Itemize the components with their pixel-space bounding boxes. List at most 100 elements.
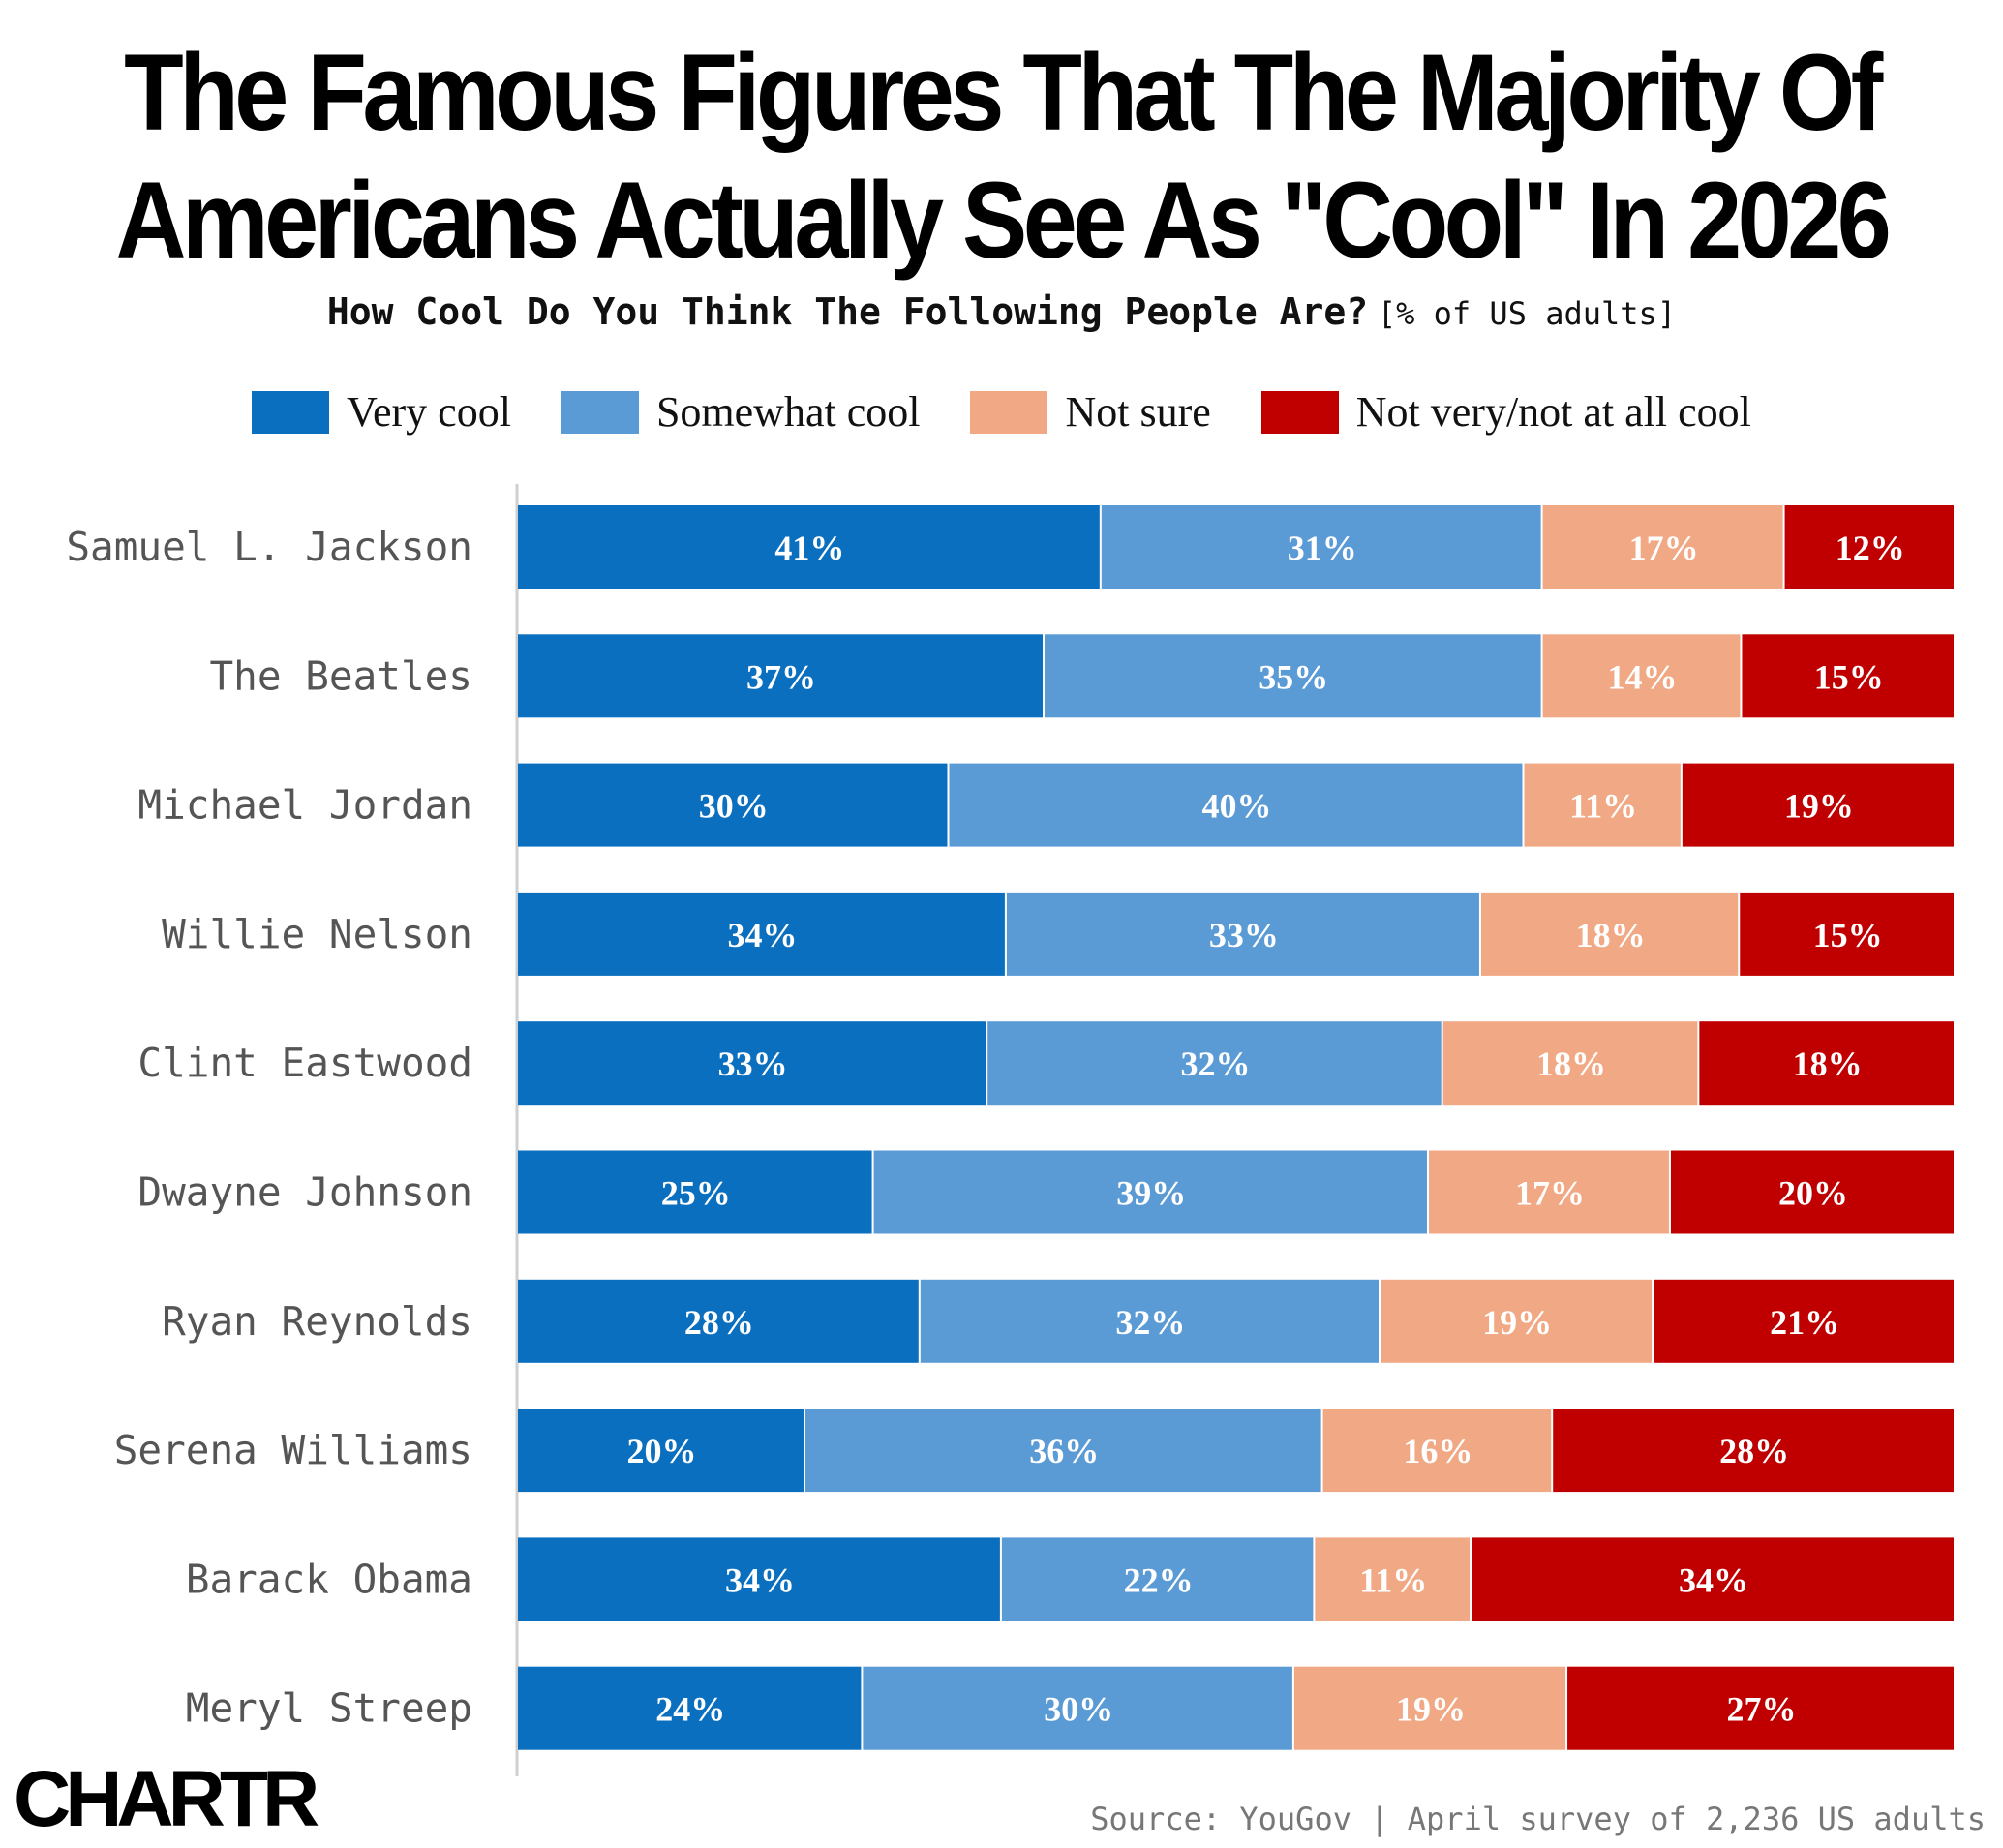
category-label-willie-nelson: Willie Nelson bbox=[162, 911, 472, 957]
bar-willie-nelson-series-2 bbox=[1480, 892, 1739, 976]
bar-barack-obama-series-1 bbox=[1001, 1537, 1314, 1621]
bar-ryan-reynolds-series-2 bbox=[1381, 1279, 1653, 1363]
data-label-clint-eastwood-series-2: 18% bbox=[1536, 1045, 1606, 1083]
bar-meryl-streep-series-3 bbox=[1567, 1666, 1954, 1750]
data-label-serena-williams-series-0: 20% bbox=[627, 1432, 697, 1470]
data-label-serena-williams-series-2: 16% bbox=[1403, 1432, 1472, 1470]
chartr-logo: CHARTR bbox=[14, 1755, 319, 1843]
bar-serena-williams-series-1 bbox=[805, 1409, 1321, 1493]
data-label-ryan-reynolds-series-1: 32% bbox=[1115, 1303, 1185, 1342]
data-label-barack-obama-series-0: 34% bbox=[725, 1560, 795, 1599]
data-label-michael-jordan-series-2: 11% bbox=[1569, 787, 1637, 826]
data-label-michael-jordan-series-3: 19% bbox=[1784, 787, 1854, 826]
data-label-samuel-l-jackson-series-3: 12% bbox=[1836, 529, 1905, 567]
data-label-serena-williams-series-1: 36% bbox=[1029, 1432, 1099, 1470]
category-label-serena-williams: Serena Williams bbox=[114, 1427, 472, 1473]
bar-barack-obama-series-0 bbox=[518, 1537, 1000, 1621]
category-label-ryan-reynolds: Ryan Reynolds bbox=[162, 1298, 472, 1345]
data-label-willie-nelson-series-3: 15% bbox=[1813, 916, 1883, 954]
data-label-samuel-l-jackson-series-0: 41% bbox=[774, 529, 844, 567]
legend-swatch-not-cool bbox=[1260, 390, 1339, 434]
bar-barack-obama-series-2 bbox=[1315, 1537, 1471, 1621]
data-label-meryl-streep-series-2: 19% bbox=[1396, 1690, 1466, 1729]
bar-willie-nelson-series-1 bbox=[1006, 892, 1479, 976]
data-label-clint-eastwood-series-0: 33% bbox=[718, 1045, 788, 1083]
bar-dwayne-johnson-series-2 bbox=[1428, 1150, 1669, 1234]
data-label-ryan-reynolds-series-0: 28% bbox=[684, 1303, 754, 1342]
data-label-dwayne-johnson-series-3: 20% bbox=[1778, 1174, 1848, 1213]
bar-meryl-streep-series-2 bbox=[1293, 1666, 1566, 1750]
chart-title: The Famous Figures That The Majority Of … bbox=[100, 29, 1902, 285]
legend: Very cool Somewhat cool Not sure Not ver… bbox=[0, 387, 2003, 437]
legend-swatch-not-sure bbox=[970, 390, 1048, 434]
legend-item-somewhat-cool: Somewhat cool bbox=[561, 387, 921, 437]
data-label-barack-obama-series-3: 34% bbox=[1679, 1560, 1748, 1599]
bar-ryan-reynolds-series-3 bbox=[1654, 1279, 1954, 1363]
data-label-samuel-l-jackson-series-2: 17% bbox=[1629, 529, 1699, 567]
bar-the-beatles-series-1 bbox=[1045, 634, 1541, 718]
data-label-dwayne-johnson-series-2: 17% bbox=[1515, 1174, 1585, 1213]
chart-subtitle: How Cool Do You Think The Following Peop… bbox=[0, 290, 2003, 333]
bar-serena-williams-series-0 bbox=[518, 1409, 804, 1493]
bar-meryl-streep-series-1 bbox=[863, 1666, 1292, 1750]
bar-meryl-streep-series-0 bbox=[518, 1666, 862, 1750]
legend-swatch-very-cool bbox=[252, 390, 330, 434]
category-label-michael-jordan: Michael Jordan bbox=[137, 782, 472, 829]
data-label-meryl-streep-series-0: 24% bbox=[655, 1690, 725, 1729]
bar-dwayne-johnson-series-1 bbox=[873, 1150, 1427, 1234]
bar-samuel-l-jackson-series-3 bbox=[1784, 505, 1954, 589]
data-label-willie-nelson-series-0: 34% bbox=[727, 916, 797, 954]
legend-swatch-somewhat-cool bbox=[561, 390, 639, 434]
data-label-michael-jordan-series-0: 30% bbox=[699, 787, 769, 826]
bar-serena-williams-series-3 bbox=[1553, 1409, 1954, 1493]
bar-ryan-reynolds-series-0 bbox=[518, 1279, 919, 1363]
bar-michael-jordan-series-0 bbox=[518, 763, 948, 847]
data-label-the-beatles-series-1: 35% bbox=[1259, 657, 1328, 696]
data-label-willie-nelson-series-1: 33% bbox=[1209, 916, 1279, 954]
bar-ryan-reynolds-series-1 bbox=[920, 1279, 1379, 1363]
category-label-barack-obama: Barack Obama bbox=[186, 1556, 472, 1602]
bar-michael-jordan-series-1 bbox=[949, 763, 1523, 847]
legend-item-not-sure: Not sure bbox=[970, 387, 1211, 437]
data-label-ryan-reynolds-series-3: 21% bbox=[1770, 1303, 1839, 1342]
subtitle-question: How Cool Do You Think The Following Peop… bbox=[326, 290, 1369, 333]
category-label-clint-eastwood: Clint Eastwood bbox=[137, 1040, 472, 1086]
data-label-samuel-l-jackson-series-1: 31% bbox=[1288, 529, 1357, 567]
data-label-willie-nelson-series-2: 18% bbox=[1576, 916, 1646, 954]
bar-the-beatles-series-0 bbox=[518, 634, 1044, 718]
bar-clint-eastwood-series-3 bbox=[1699, 1021, 1954, 1106]
data-label-the-beatles-series-0: 37% bbox=[746, 657, 816, 696]
bar-barack-obama-series-3 bbox=[1472, 1537, 1954, 1621]
bar-serena-williams-series-2 bbox=[1322, 1409, 1552, 1493]
bar-willie-nelson-series-3 bbox=[1740, 892, 1954, 976]
bar-clint-eastwood-series-0 bbox=[518, 1021, 986, 1106]
data-label-michael-jordan-series-1: 40% bbox=[1202, 787, 1272, 826]
data-label-serena-williams-series-3: 28% bbox=[1719, 1432, 1789, 1470]
bar-clint-eastwood-series-2 bbox=[1442, 1021, 1698, 1106]
bar-michael-jordan-series-3 bbox=[1682, 763, 1954, 847]
legend-label-not-cool: Not very/not at all cool bbox=[1355, 388, 1751, 436]
title-line-2: Americans Actually See As "Cool" In 2026 bbox=[115, 160, 1892, 281]
data-label-clint-eastwood-series-3: 18% bbox=[1793, 1045, 1863, 1083]
bar-the-beatles-series-3 bbox=[1742, 634, 1954, 718]
data-label-dwayne-johnson-series-0: 25% bbox=[661, 1174, 731, 1213]
bar-samuel-l-jackson-series-1 bbox=[1101, 505, 1541, 589]
bar-the-beatles-series-2 bbox=[1542, 634, 1741, 718]
category-label-meryl-streep: Meryl Streep bbox=[186, 1685, 472, 1732]
data-label-dwayne-johnson-series-1: 39% bbox=[1116, 1174, 1186, 1213]
category-label-the-beatles: The Beatles bbox=[209, 652, 472, 699]
title-line-1: The Famous Figures That The Majority Of bbox=[124, 32, 1883, 153]
data-label-meryl-streep-series-3: 27% bbox=[1727, 1690, 1797, 1729]
source-note: Source: YouGov | April survey of 2,236 U… bbox=[1090, 1801, 1986, 1837]
bar-willie-nelson-series-0 bbox=[518, 892, 1005, 976]
data-label-barack-obama-series-2: 11% bbox=[1359, 1560, 1427, 1599]
legend-label-somewhat-cool: Somewhat cool bbox=[655, 388, 921, 436]
category-label-dwayne-johnson: Dwayne Johnson bbox=[137, 1169, 472, 1216]
subtitle-unit: [% of US adults] bbox=[1377, 295, 1677, 332]
data-label-clint-eastwood-series-1: 32% bbox=[1180, 1045, 1250, 1083]
data-label-barack-obama-series-1: 22% bbox=[1124, 1560, 1194, 1599]
data-label-the-beatles-series-2: 14% bbox=[1608, 657, 1678, 696]
legend-item-very-cool: Very cool bbox=[252, 387, 511, 437]
legend-label-very-cool: Very cool bbox=[347, 388, 511, 436]
